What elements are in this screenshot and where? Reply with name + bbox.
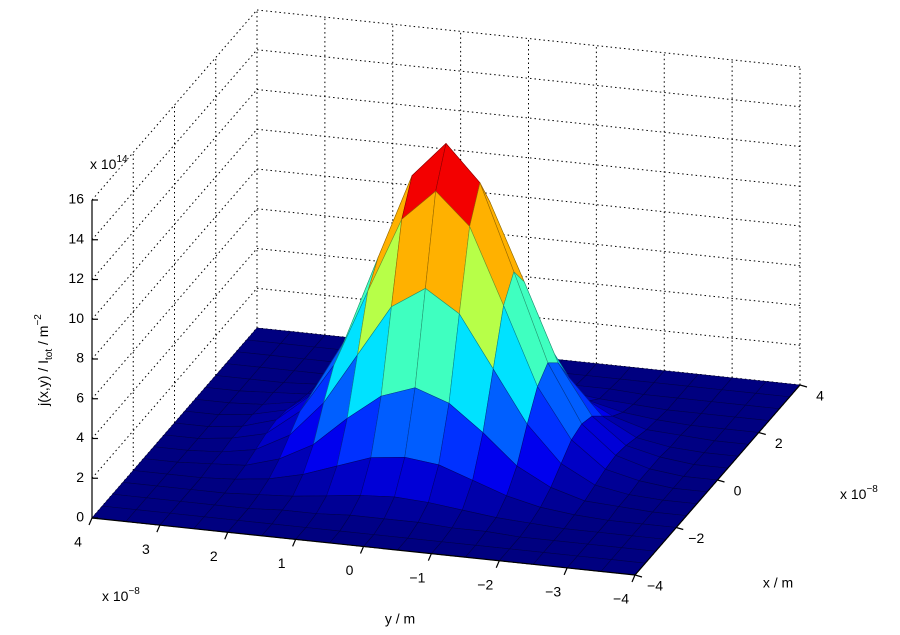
grid-line xyxy=(256,9,801,68)
z-tick-label: 0 xyxy=(76,509,84,525)
surface xyxy=(91,143,801,576)
y-tick-label: −1 xyxy=(409,569,425,585)
tick-mark xyxy=(758,431,766,436)
grid-line xyxy=(256,208,801,267)
z-tick-label: 6 xyxy=(76,389,84,405)
tick-mark xyxy=(495,560,500,568)
grid-line xyxy=(91,128,258,320)
z-multiplier-base: x 10 xyxy=(90,156,117,172)
grid-line xyxy=(256,168,801,227)
tick-mark xyxy=(292,539,297,547)
grid-line xyxy=(91,287,258,479)
tick-mark xyxy=(717,479,725,483)
z-axis-label: j(x,y) / Itot / m−2 xyxy=(33,314,55,407)
tick-mark xyxy=(563,567,568,576)
grid-line xyxy=(256,49,801,108)
y-multiplier: x 10−8 xyxy=(102,586,140,604)
grid-line xyxy=(256,89,801,147)
y-tick-label: 3 xyxy=(142,541,150,557)
grid-line xyxy=(91,208,258,400)
tick-mark xyxy=(427,553,432,561)
grid-line xyxy=(91,9,258,201)
z-label-sup: −2 xyxy=(33,314,44,326)
x-tick-label: −4 xyxy=(647,578,663,594)
grid-line xyxy=(91,248,258,439)
tick-mark xyxy=(799,384,808,388)
tick-mark xyxy=(359,546,365,554)
y-tick-label: 0 xyxy=(346,562,354,578)
y-tick-label: −2 xyxy=(477,576,493,592)
y-axis-label: y / m xyxy=(385,611,415,627)
z-tick-label: 10 xyxy=(68,310,84,326)
grid-line xyxy=(91,168,258,360)
x-multiplier-exponent: −8 xyxy=(866,484,878,495)
z-label-main: j(x,y) / I xyxy=(35,360,51,407)
grid-line xyxy=(256,287,801,346)
z-tick-label: 12 xyxy=(68,270,84,286)
y-tick-label: −3 xyxy=(545,584,561,600)
y-tick-label: −4 xyxy=(613,591,629,607)
x-tick-label: 4 xyxy=(816,388,824,404)
tick-mark xyxy=(88,517,93,526)
grid-line xyxy=(91,49,258,241)
x-multiplier: x 10−8 xyxy=(840,484,878,502)
x-tick-label: −2 xyxy=(688,530,704,546)
y-multiplier-exponent: −8 xyxy=(128,586,140,597)
z-label-sub: tot xyxy=(44,349,55,360)
x-tick-label: 2 xyxy=(775,435,783,451)
z-multiplier-exponent: 14 xyxy=(116,154,128,165)
z-multiplier: x 1014 xyxy=(90,154,128,172)
x-tick-label: 0 xyxy=(734,483,742,499)
tick-mark xyxy=(676,526,684,531)
z-label-unit: / m xyxy=(35,326,51,349)
y-multiplier-base: x 10 xyxy=(102,588,129,604)
tick-mark xyxy=(634,574,643,578)
tick-mark xyxy=(631,574,636,583)
tick-mark xyxy=(224,532,229,540)
z-tick-label: 4 xyxy=(76,429,84,445)
z-tick-label: 14 xyxy=(68,230,84,246)
z-tick-label: 2 xyxy=(76,469,84,485)
y-tick-label: 2 xyxy=(210,548,218,564)
x-multiplier-base: x 10 xyxy=(840,486,867,502)
tick-mark xyxy=(156,524,161,533)
grid-line xyxy=(256,248,801,306)
z-tick-label: 16 xyxy=(68,191,84,207)
grid-line xyxy=(256,128,801,187)
y-tick-label: 4 xyxy=(74,534,82,550)
z-tick-label: 8 xyxy=(76,350,84,366)
y-tick-label: 1 xyxy=(278,555,286,571)
grid-line xyxy=(91,89,258,280)
x-axis-label: x / m xyxy=(763,575,793,591)
